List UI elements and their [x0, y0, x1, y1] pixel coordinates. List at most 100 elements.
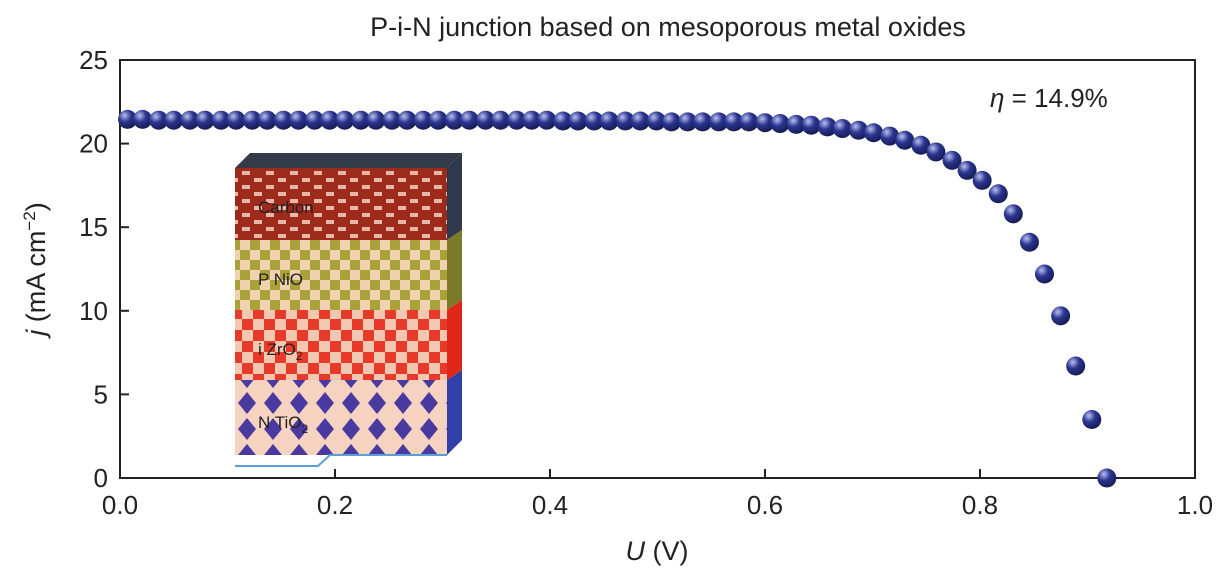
data-point	[693, 112, 713, 132]
inset-label: P NiO	[258, 270, 303, 289]
data-point	[724, 112, 744, 132]
data-point	[584, 111, 604, 131]
data-point	[118, 109, 138, 129]
data-point	[164, 110, 184, 130]
x-tick-label: 1.0	[1177, 490, 1213, 520]
data-point	[1035, 264, 1054, 284]
data-point	[568, 111, 588, 131]
data-point	[522, 110, 542, 130]
data-point	[942, 150, 962, 170]
data-point	[1066, 356, 1086, 376]
data-point	[864, 123, 884, 143]
x-tick-label: 0.2	[317, 490, 353, 520]
data-point	[1019, 232, 1039, 252]
data-point	[661, 112, 681, 132]
inset-label-text: Carbon	[258, 198, 314, 217]
data-point	[911, 135, 931, 155]
annotation-text: = 14.9%	[1012, 83, 1108, 113]
data-point	[195, 110, 215, 130]
data-point	[926, 142, 946, 162]
x-axis-unit: (V)	[653, 536, 689, 566]
data-point	[599, 111, 619, 131]
data-point	[133, 109, 153, 129]
y-tick-label: 10	[79, 296, 108, 326]
x-tick-label: 0.4	[532, 490, 568, 520]
data-point	[180, 110, 200, 130]
inset-label-text: i ZrO	[258, 340, 296, 359]
data-point	[832, 119, 852, 139]
x-axis-var: U	[625, 536, 645, 566]
data-point	[1051, 306, 1071, 326]
data-point	[988, 184, 1008, 204]
data-point	[630, 111, 650, 131]
y-axis-label: j (mA cm−2)	[20, 202, 51, 339]
x-tick-label: 0.8	[962, 490, 998, 520]
data-point	[770, 114, 790, 134]
data-point	[211, 110, 231, 130]
plot-frame	[119, 59, 1196, 479]
data-point	[678, 112, 698, 132]
data-point	[646, 111, 666, 131]
data-point	[817, 117, 837, 137]
x-axis-label: U (V)	[625, 536, 688, 566]
data-point	[305, 110, 325, 130]
data-point	[288, 110, 308, 130]
data-point	[273, 110, 293, 130]
data-point	[553, 111, 573, 131]
data-point	[537, 110, 557, 130]
data-point	[444, 110, 464, 130]
data-point	[397, 110, 417, 130]
data-point	[351, 110, 371, 130]
inset-diagram	[235, 153, 462, 467]
data-point	[149, 110, 169, 130]
inset-label: i ZrO2	[258, 340, 303, 363]
x-tick-label: 0.6	[747, 490, 783, 520]
y-tick-label: 5	[94, 379, 108, 409]
data-point	[755, 113, 775, 133]
data-point	[428, 110, 448, 130]
data-point	[739, 112, 759, 132]
data-point	[226, 110, 246, 130]
y-axis-close: )	[21, 202, 51, 211]
data-point	[366, 110, 386, 130]
data-point	[413, 110, 433, 130]
data-point	[786, 114, 806, 134]
data-point	[880, 126, 900, 146]
data-point	[849, 120, 869, 140]
data-point	[257, 110, 277, 130]
data-point	[507, 110, 527, 130]
inset-label-text: P NiO	[258, 270, 303, 289]
inset-label: N TiO2	[258, 413, 308, 436]
data-point	[476, 110, 495, 130]
data-point	[1097, 468, 1117, 488]
data-point	[242, 110, 262, 130]
data-point	[320, 110, 340, 130]
data-point	[1082, 409, 1102, 429]
data-point	[335, 110, 355, 130]
inset-label: Carbon	[258, 198, 314, 217]
y-tick-label: 25	[79, 45, 108, 75]
x-tick-label: 0.0	[102, 490, 138, 520]
data-point	[382, 110, 402, 130]
y-axis-var: j	[21, 329, 51, 340]
annotation: η = 14.9%	[990, 83, 1108, 113]
data-point	[1003, 204, 1023, 224]
data-point	[491, 110, 511, 130]
data-point	[895, 130, 915, 150]
y-axis-unit: (mA cm	[21, 231, 51, 323]
data-point	[957, 160, 977, 180]
data-point	[972, 170, 992, 190]
data-point	[709, 112, 729, 132]
y-tick-label: 15	[79, 212, 108, 242]
y-axis-exp: −2	[20, 211, 39, 230]
y-tick-label: 0	[94, 463, 108, 493]
annotation-var: η	[990, 83, 1004, 113]
chart-title: P-i-N junction based on mesoporous metal…	[370, 12, 966, 42]
inset-label-sub: 2	[296, 349, 303, 363]
y-tick-label: 20	[79, 129, 108, 159]
inset-label-text: N TiO	[258, 413, 301, 432]
data-point	[801, 115, 821, 135]
inset-label-sub: 2	[301, 422, 308, 436]
data-point	[459, 110, 479, 130]
